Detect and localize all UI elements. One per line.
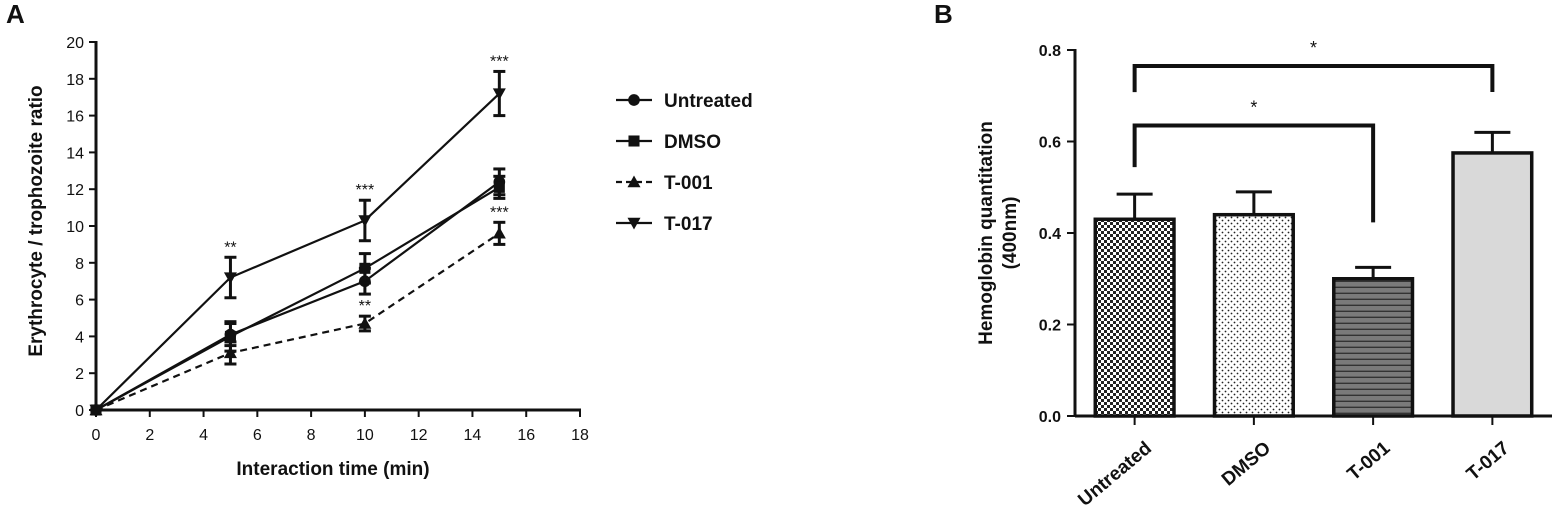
legend-marker [627, 217, 641, 230]
legend-marker [628, 94, 640, 106]
x-axis-title: Interaction time (min) [236, 459, 429, 480]
x-tick-label: 14 [464, 427, 482, 444]
significance-bracket: * [1132, 97, 1376, 223]
data-point [223, 272, 237, 285]
series-t-017: ******** [89, 53, 509, 417]
y-tick-label: 6 [75, 293, 84, 310]
data-point [492, 88, 506, 101]
y-tick-label: 0 [75, 403, 84, 420]
data-point [358, 215, 372, 227]
y-tick-label: 0.2 [1039, 318, 1061, 335]
x-tick-label: 6 [253, 427, 262, 444]
bar [1212, 212, 1295, 418]
significance-label: ** [224, 239, 236, 256]
series-line [95, 92, 501, 411]
y-tick-label: 2 [75, 366, 84, 383]
data-point [89, 404, 103, 417]
x-tick-label: 8 [307, 427, 316, 444]
y-tick-label: 0.0 [1039, 409, 1061, 426]
legend-label: DMSO [664, 132, 721, 153]
bar-t-001: T-001 [1332, 265, 1415, 485]
data-point [224, 330, 236, 342]
bar [1093, 217, 1176, 418]
data-point [492, 226, 506, 239]
y-tick-label: 12 [66, 182, 84, 199]
significance-label: *** [490, 204, 509, 221]
y-tick-label: 4 [75, 329, 84, 346]
significance-label: * [1250, 97, 1257, 117]
significance-label: *** [490, 53, 509, 70]
y-tick-label: 0.6 [1039, 135, 1061, 152]
x-tick-label: 18 [571, 427, 589, 444]
x-tick-label: 12 [410, 427, 428, 444]
bracket-line [1132, 123, 1376, 223]
legend-label: T-017 [664, 214, 713, 235]
significance-label: ** [359, 298, 371, 315]
y-tick-label: 16 [66, 109, 84, 126]
x-tick-label: 10 [356, 427, 374, 444]
y-tick-label: 0.8 [1039, 43, 1061, 60]
panel-a-label: A [6, 0, 25, 29]
legend-item-t-001: T-001 [616, 173, 713, 194]
data-point [358, 317, 372, 329]
series-dmso [90, 174, 506, 416]
x-tick-label: 16 [517, 427, 535, 444]
significance-bracket: * [1132, 38, 1495, 93]
x-tick-label: DMSO [1218, 438, 1275, 491]
significance-label: *** [356, 182, 375, 199]
legend-marker [627, 175, 641, 188]
y-tick-label: 18 [66, 72, 84, 89]
y-axis-title-line1: Hemoglobin quantitation [976, 121, 997, 345]
y-tick-label: 14 [66, 145, 84, 162]
bracket-line [1132, 64, 1495, 93]
legend-item-dmso: DMSO [616, 132, 721, 153]
x-tick-label: T-001 [1344, 437, 1395, 485]
x-tick-label: 2 [145, 427, 154, 444]
series-t-001: ***** [89, 204, 509, 416]
y-tick-label: 8 [75, 256, 84, 273]
data-point [223, 346, 237, 359]
legend-marker [628, 135, 640, 147]
legend-label: Untreated [664, 91, 753, 112]
legend-item-t-017: T-017 [616, 214, 713, 235]
data-point [493, 181, 505, 193]
significance-label: * [1310, 38, 1317, 58]
bar-untreated: Untreated [1074, 192, 1176, 511]
bar [1451, 151, 1534, 418]
series-line [95, 186, 500, 411]
y-tick-label: 0.4 [1039, 226, 1061, 243]
x-tick-label: 4 [199, 427, 208, 444]
bar [1332, 277, 1415, 418]
data-point [359, 262, 371, 274]
y-tick-label: 20 [66, 35, 84, 52]
bar-t-017: T-017 [1451, 130, 1534, 485]
y-tick-label: 10 [66, 219, 84, 236]
x-tick-label: T-017 [1463, 438, 1514, 485]
panel-b-label: B [934, 0, 953, 29]
bar-chart: 0.0 0.2 0.4 0.6 0.8 Hemoglobin quantitation (4… [976, 38, 1552, 511]
legend-item-untreated: Untreated [616, 91, 753, 112]
line-chart: 0 2 4 6 8 10 12 14 16 18 20 0 2 4 6 8 10 12 14 16 18 Interact… [26, 35, 753, 480]
series-line [95, 232, 500, 412]
y-axis-title: Erythrocyte / trophozoite ratio [26, 85, 47, 356]
x-tick-label: 0 [92, 427, 101, 444]
legend-label: T-001 [664, 173, 713, 194]
bar-dmso: DMSO [1212, 190, 1295, 491]
x-tick-label: Untreated [1074, 438, 1155, 511]
y-axis-title-line2: (400nm) [1000, 197, 1021, 270]
